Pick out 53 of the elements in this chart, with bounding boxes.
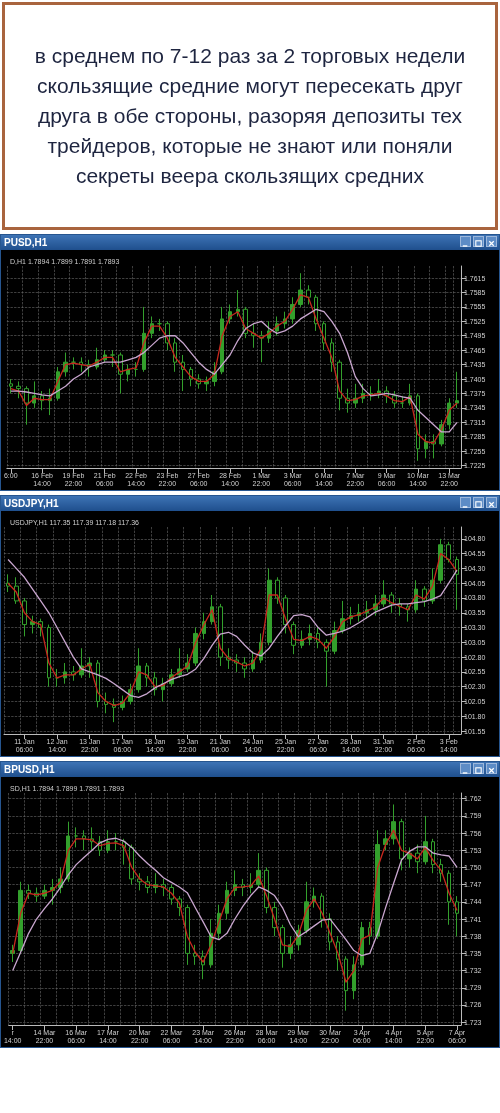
candlestick xyxy=(16,380,21,399)
candlestick xyxy=(236,289,240,317)
candlestick xyxy=(424,433,428,459)
candlestick xyxy=(400,395,404,409)
candlestick xyxy=(136,647,141,694)
candlestick xyxy=(22,597,27,637)
candlestick xyxy=(106,829,110,854)
candlestick xyxy=(249,872,253,894)
candlestick xyxy=(455,556,459,611)
candlestick xyxy=(337,359,342,411)
candlestick xyxy=(26,884,31,900)
candlestick xyxy=(30,615,35,634)
candlestick xyxy=(96,659,100,708)
candlestick xyxy=(344,955,348,1012)
candlestick xyxy=(377,378,381,399)
candlestick xyxy=(280,924,285,969)
candlestick xyxy=(455,895,459,937)
candlestick xyxy=(204,376,209,392)
candlestick xyxy=(438,538,443,584)
candlestick xyxy=(447,869,451,926)
candlestick xyxy=(55,668,59,688)
chart-title: PUSD,H1 xyxy=(4,237,48,248)
candlestick xyxy=(9,378,13,394)
candlestick xyxy=(110,349,115,368)
chart-title: USDJPY,H1 xyxy=(4,498,59,509)
candlestick xyxy=(185,904,190,966)
candlestick xyxy=(455,371,459,409)
text: в среднем по 7-12 раз за 2 торговых недели скользящие средние могут пересекать друг друга в обе стороны, разоряя депозиты тех трейдеров, которые не знают или поняли секреты веера скользящих средних xyxy=(2,2,498,230)
candlestick xyxy=(304,881,309,934)
candlestick xyxy=(225,881,229,920)
candlestick xyxy=(47,624,51,688)
candlestick xyxy=(446,541,451,563)
candlestick xyxy=(71,356,76,370)
candlestick xyxy=(218,603,223,667)
candlestick xyxy=(291,621,296,655)
candlestick xyxy=(275,576,280,605)
candlestick xyxy=(369,385,373,402)
candlestick xyxy=(157,318,162,332)
line-series xyxy=(10,308,458,433)
candlestick xyxy=(288,935,293,960)
candlestick xyxy=(114,832,118,851)
candlestick xyxy=(134,361,138,378)
candlestick xyxy=(18,881,23,954)
chart-title: BPUSD,H1 xyxy=(4,764,55,775)
line-series xyxy=(10,294,458,444)
candlestick xyxy=(298,272,303,308)
candlestick xyxy=(306,284,311,305)
candlestick xyxy=(267,567,272,646)
candlestick xyxy=(74,826,78,848)
candlestick xyxy=(360,921,364,969)
candlestick xyxy=(416,392,420,462)
candlestick xyxy=(48,388,52,416)
candlestick xyxy=(399,818,404,871)
